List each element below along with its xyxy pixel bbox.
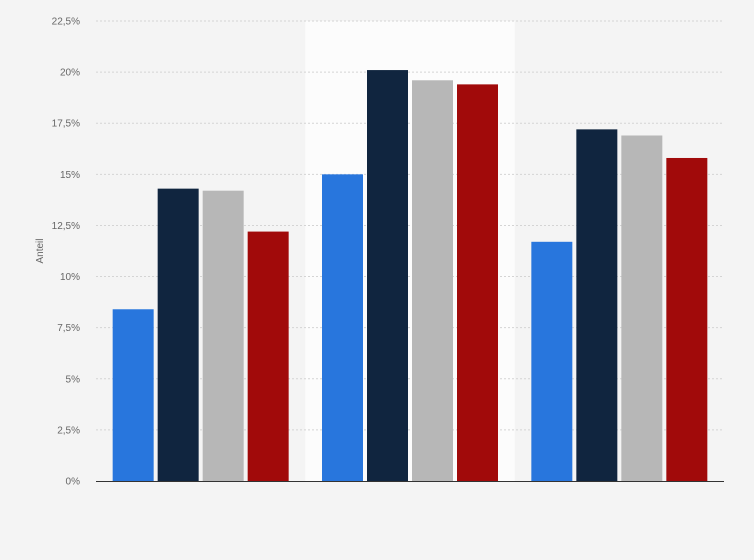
y-axis-title: Anteil <box>35 238 46 263</box>
y-tick-label: 15% <box>60 170 80 181</box>
bars <box>112 70 708 482</box>
bar[interactable] <box>157 188 199 481</box>
y-axis-ticks: 0% 2,5% 5% 7,5% 10% 12,5% 15% 17,5% 20% 22,5% <box>52 17 80 488</box>
bar[interactable] <box>202 190 244 481</box>
bar[interactable] <box>367 70 408 482</box>
y-tick-label: 5% <box>66 374 81 385</box>
bar[interactable] <box>247 231 289 481</box>
y-tick-label: 2,5% <box>57 425 80 436</box>
y-tick-label: 7,5% <box>57 323 80 334</box>
bar[interactable] <box>322 174 363 482</box>
bar[interactable] <box>666 157 708 481</box>
y-tick-label: 12,5% <box>52 221 80 232</box>
y-tick-label: 10% <box>60 272 80 283</box>
y-tick-label: 17,5% <box>52 119 80 130</box>
bar[interactable] <box>112 309 154 481</box>
bar[interactable] <box>576 129 618 481</box>
y-tick-label: 22,5% <box>52 17 80 28</box>
bar[interactable] <box>457 84 498 481</box>
bar[interactable] <box>412 80 453 482</box>
bar[interactable] <box>531 241 573 481</box>
y-tick-label: 0% <box>66 477 81 488</box>
y-tick-label: 20% <box>60 68 80 79</box>
bar[interactable] <box>621 135 663 481</box>
grid-lines <box>96 20 724 431</box>
